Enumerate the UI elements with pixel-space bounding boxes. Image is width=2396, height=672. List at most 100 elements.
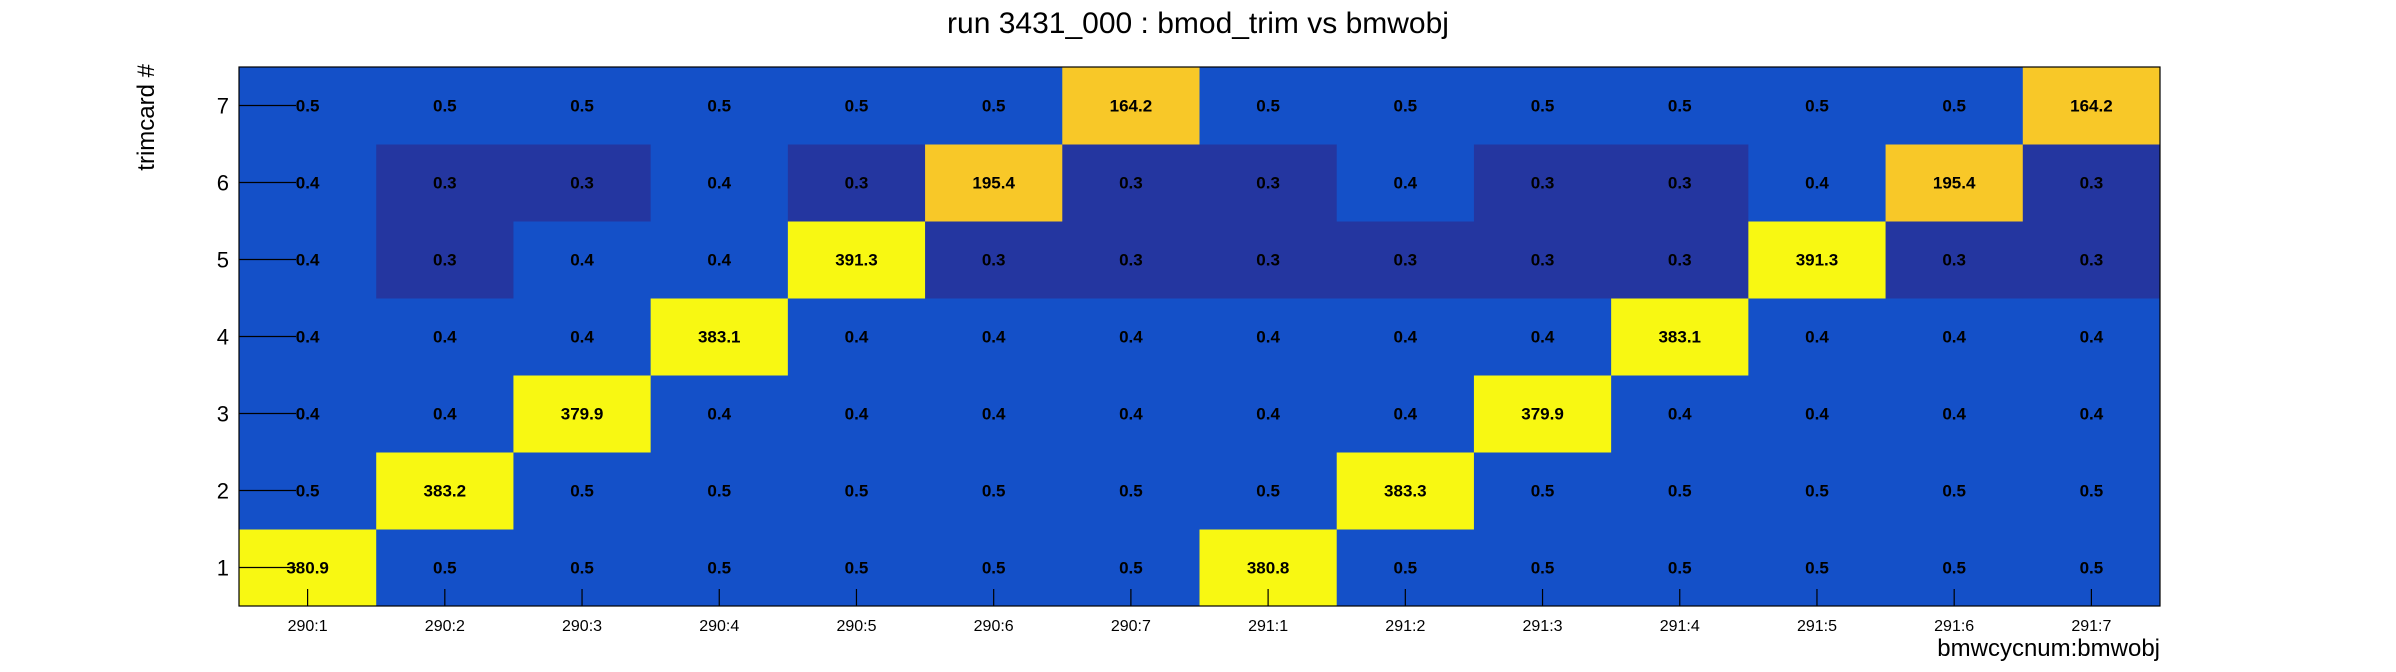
cell-value-label: 0.4 bbox=[296, 405, 320, 424]
heatmap-cell bbox=[513, 375, 652, 453]
cell-value-label: 0.4 bbox=[1668, 405, 1692, 424]
cell-value-label: 380.9 bbox=[286, 559, 329, 578]
heatmap-cell bbox=[1885, 452, 2024, 530]
cell-value-label: 383.2 bbox=[424, 482, 467, 501]
cell-value-label: 0.4 bbox=[707, 405, 731, 424]
cell-value-label: 0.5 bbox=[1394, 97, 1418, 116]
cell-value-label: 0.5 bbox=[845, 559, 869, 578]
cell-value-label: 0.5 bbox=[845, 482, 869, 501]
cell-value-label: 0.5 bbox=[2080, 482, 2104, 501]
cell-value-label: 383.1 bbox=[698, 328, 741, 347]
cell-value-label: 0.5 bbox=[433, 559, 457, 578]
cell-value-label: 0.4 bbox=[982, 405, 1006, 424]
cell-value-label: 195.4 bbox=[972, 174, 1015, 193]
cell-value-label: 0.5 bbox=[1668, 97, 1692, 116]
x-tick-label: 290:2 bbox=[425, 618, 465, 635]
heatmap-cell bbox=[513, 221, 652, 299]
cell-value-label: 0.3 bbox=[1531, 174, 1555, 193]
cell-value-label: 0.5 bbox=[570, 97, 594, 116]
heatmap-cell bbox=[1336, 298, 1475, 376]
heatmap-cell bbox=[1748, 67, 1887, 145]
cell-value-label: 379.9 bbox=[561, 405, 604, 424]
x-axis: 290:1 290:2 290:3 290:4 290:5 290:6 290:7 291:1… bbox=[288, 589, 2112, 635]
heatmap-cell bbox=[2022, 452, 2161, 530]
cell-value-label: 0.5 bbox=[2080, 559, 2104, 578]
heatmap-cell bbox=[376, 375, 514, 453]
cell-value-label: 0.4 bbox=[570, 251, 594, 270]
heatmap-cell bbox=[1885, 298, 2024, 376]
cell-value-label: 0.5 bbox=[1668, 559, 1692, 578]
cell-value-label: 0.5 bbox=[1119, 559, 1143, 578]
heatmap-cell bbox=[1199, 67, 1338, 145]
heatmap-cell bbox=[1885, 221, 2024, 299]
cell-value-label: 164.2 bbox=[1110, 97, 1153, 116]
cell-value-label: 0.3 bbox=[1256, 174, 1280, 193]
heatmap-cell bbox=[376, 298, 514, 376]
heatmap-cell bbox=[1473, 221, 1612, 299]
x-tick-label: 290:1 bbox=[288, 618, 328, 635]
y-tick-label: 7 bbox=[217, 94, 229, 119]
y-tick-label: 2 bbox=[217, 479, 229, 504]
heatmap-cell bbox=[1336, 375, 1475, 453]
heatmap-cell bbox=[1199, 221, 1338, 299]
heatmap-cell bbox=[925, 375, 1063, 453]
x-tick-label: 291:1 bbox=[1248, 618, 1288, 635]
heatmap-cell bbox=[925, 144, 1063, 222]
cell-value-label: 0.5 bbox=[296, 482, 320, 501]
cell-value-label: 0.4 bbox=[1805, 405, 1829, 424]
heatmap-cell bbox=[1748, 375, 1887, 453]
cell-value-label: 0.4 bbox=[296, 251, 320, 270]
cell-value-label: 0.3 bbox=[845, 174, 869, 193]
heatmap-cell bbox=[513, 67, 652, 145]
heatmap-cell bbox=[650, 221, 789, 299]
cell-value-label: 0.4 bbox=[2080, 328, 2104, 347]
x-tick-label: 290:7 bbox=[1111, 618, 1151, 635]
cell-value-label: 0.3 bbox=[570, 174, 594, 193]
cell-value-label: 0.4 bbox=[433, 328, 457, 347]
cell-value-label: 383.3 bbox=[1384, 482, 1427, 501]
y-tick-label: 5 bbox=[217, 248, 229, 273]
heatmap-cell bbox=[650, 67, 789, 145]
heatmap-cell bbox=[1885, 375, 2024, 453]
cell-value-label: 0.5 bbox=[1256, 482, 1280, 501]
cell-value-label: 0.5 bbox=[1805, 482, 1829, 501]
cell-value-label: 0.3 bbox=[1119, 251, 1143, 270]
cell-value-label: 0.5 bbox=[1668, 482, 1692, 501]
cell-value-label: 0.3 bbox=[1942, 251, 1966, 270]
x-tick-label: 291:7 bbox=[2071, 618, 2111, 635]
cell-value-label: 391.3 bbox=[835, 251, 878, 270]
y-axis: 1 2 3 4 5 6 7 bbox=[217, 94, 296, 581]
cell-value-label: 0.5 bbox=[982, 559, 1006, 578]
cell-value-label: 0.4 bbox=[1942, 405, 1966, 424]
heatmap-cell bbox=[1062, 67, 1200, 145]
x-tick-label: 291:2 bbox=[1385, 618, 1425, 635]
heatmap-cell bbox=[650, 144, 789, 222]
cell-value-label: 0.3 bbox=[1531, 251, 1555, 270]
heatmap-cell bbox=[925, 67, 1063, 145]
heatmap-cell bbox=[1473, 452, 1612, 530]
cell-value-label: 0.4 bbox=[570, 328, 594, 347]
heatmap-cell bbox=[1611, 452, 1749, 530]
cell-value-label: 0.4 bbox=[433, 405, 457, 424]
cell-value-label: 0.4 bbox=[296, 328, 320, 347]
cell-value-label: 0.5 bbox=[296, 97, 320, 116]
heatmap-cell bbox=[1062, 375, 1200, 453]
heatmap-cell bbox=[513, 452, 652, 530]
x-tick-label: 291:4 bbox=[1660, 618, 1700, 635]
heatmap-cell bbox=[1885, 144, 2024, 222]
cell-value-label: 0.3 bbox=[1668, 174, 1692, 193]
heatmap-cell bbox=[650, 375, 789, 453]
heatmap-cell bbox=[1748, 298, 1887, 376]
cell-value-label: 0.5 bbox=[1942, 559, 1966, 578]
heatmap-cell bbox=[2022, 144, 2161, 222]
cell-value-label: 0.5 bbox=[707, 482, 731, 501]
x-axis-title: bmwcycnum:bmwobj bbox=[1937, 635, 2160, 662]
cell-value-label: 0.4 bbox=[1394, 174, 1418, 193]
cell-value-label: 0.5 bbox=[1531, 559, 1555, 578]
y-axis-title: trimcard # bbox=[133, 63, 160, 170]
heatmap-cell bbox=[1336, 221, 1475, 299]
x-tick-label: 290:4 bbox=[699, 618, 739, 635]
cell-value-label: 0.5 bbox=[1942, 482, 1966, 501]
y-tick-label: 4 bbox=[217, 325, 229, 350]
